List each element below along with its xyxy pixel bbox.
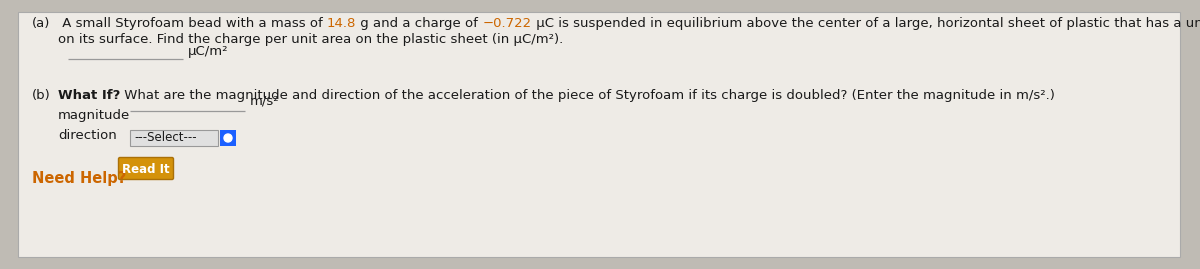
- Text: μC is suspended in equilibrium above the center of a large, horizontal sheet of : μC is suspended in equilibrium above the…: [532, 17, 1200, 30]
- Text: direction: direction: [58, 129, 116, 142]
- Text: on its surface. Find the charge per unit area on the plastic sheet (in μC/m²).: on its surface. Find the charge per unit…: [58, 33, 563, 46]
- Text: Need Help?: Need Help?: [32, 171, 126, 186]
- Text: m/s²: m/s²: [250, 95, 280, 108]
- Text: (a): (a): [32, 17, 50, 30]
- Text: −0.722: −0.722: [482, 17, 532, 30]
- Text: (b): (b): [32, 89, 50, 102]
- Bar: [130, 130, 218, 146]
- FancyBboxPatch shape: [119, 158, 174, 179]
- Text: magnitude: magnitude: [58, 109, 131, 122]
- Circle shape: [224, 134, 232, 142]
- Text: What are the magnitude and direction of the acceleration of the piece of Styrofo: What are the magnitude and direction of …: [120, 89, 1055, 102]
- Text: Read It: Read It: [122, 163, 170, 176]
- Text: μC/m²: μC/m²: [188, 45, 228, 58]
- Text: A small Styrofoam bead with a mass of: A small Styrofoam bead with a mass of: [58, 17, 326, 30]
- Bar: [220, 130, 236, 146]
- Text: ---Select---: ---Select---: [134, 131, 197, 144]
- Text: 14.8: 14.8: [326, 17, 356, 30]
- Text: What If?: What If?: [58, 89, 120, 102]
- Text: g and a charge of: g and a charge of: [356, 17, 482, 30]
